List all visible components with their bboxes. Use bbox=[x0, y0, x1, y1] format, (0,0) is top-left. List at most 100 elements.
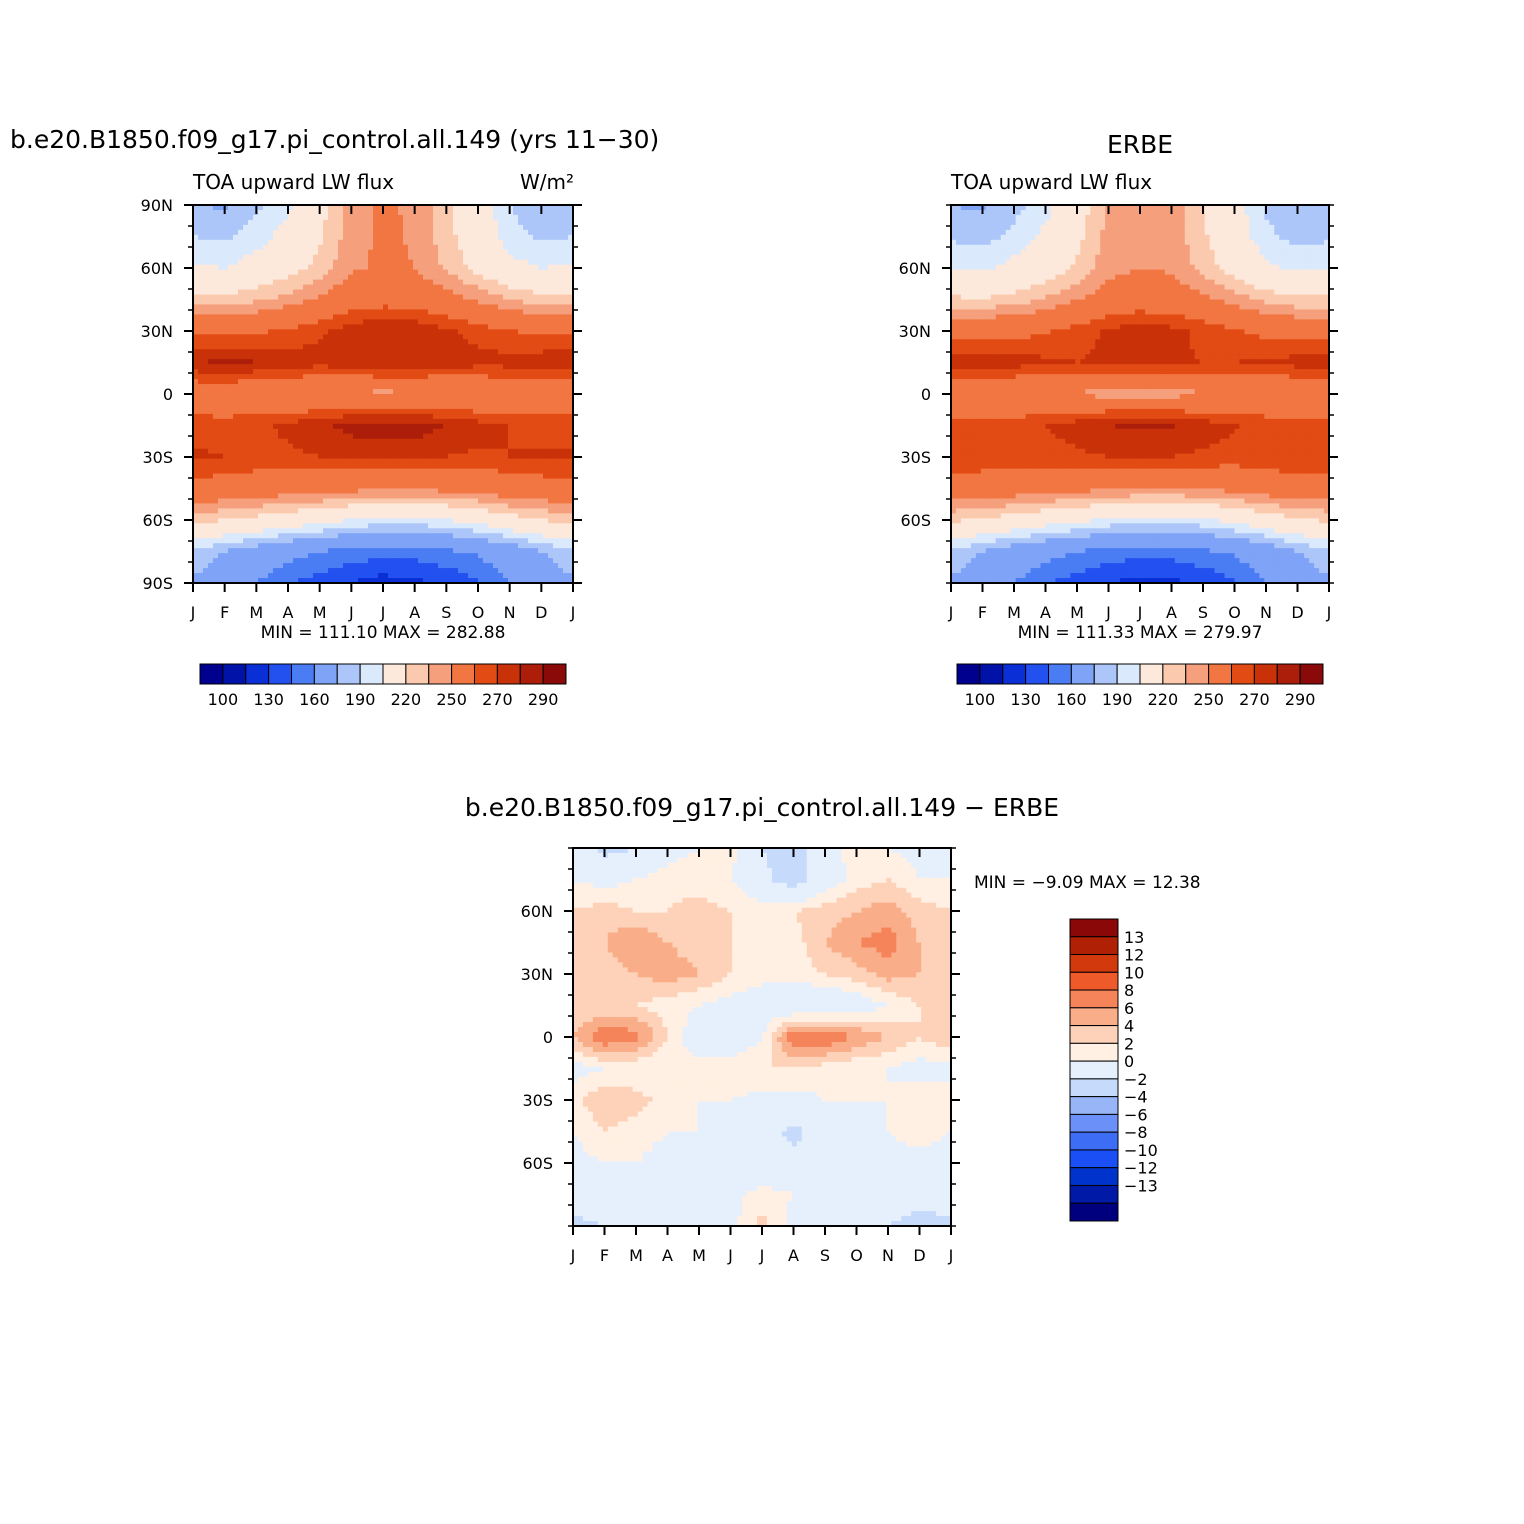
field-cell bbox=[288, 434, 294, 440]
field-cell bbox=[473, 464, 479, 470]
field-cell bbox=[368, 518, 374, 524]
field-cell bbox=[468, 394, 474, 400]
field-cell bbox=[368, 449, 374, 455]
field-cell bbox=[473, 523, 479, 529]
field-cell bbox=[418, 290, 424, 296]
field-cell bbox=[373, 240, 379, 246]
field-cell bbox=[318, 508, 324, 514]
field-cell bbox=[458, 359, 464, 365]
field-cell bbox=[368, 394, 374, 400]
field-cell bbox=[318, 300, 324, 306]
field-cell bbox=[278, 414, 284, 420]
field-cell bbox=[263, 324, 269, 330]
field-cell bbox=[458, 285, 464, 291]
field-cell bbox=[268, 389, 274, 395]
field-cell bbox=[293, 210, 299, 216]
field-cell bbox=[463, 265, 469, 271]
field-cell bbox=[318, 225, 324, 231]
field-cell bbox=[468, 434, 474, 440]
field-cell bbox=[398, 489, 404, 495]
field-cell bbox=[523, 439, 529, 445]
field-cell bbox=[318, 344, 324, 350]
field-cell bbox=[498, 513, 504, 519]
field-cell bbox=[263, 220, 269, 226]
field-cell bbox=[548, 295, 554, 301]
field-cell bbox=[418, 449, 424, 455]
field-cell bbox=[278, 255, 284, 261]
field-cell bbox=[293, 265, 299, 271]
field-cell bbox=[558, 429, 564, 435]
field-cell bbox=[543, 240, 549, 246]
field-cell bbox=[538, 508, 544, 514]
field-cell bbox=[483, 359, 489, 365]
field-cell bbox=[478, 419, 484, 425]
field-cell bbox=[253, 280, 259, 286]
field-cell bbox=[418, 493, 424, 499]
field-cell bbox=[413, 479, 419, 485]
field-cell bbox=[398, 260, 404, 266]
field-cell bbox=[218, 354, 224, 360]
field-cell bbox=[493, 493, 499, 499]
field-cell bbox=[383, 270, 389, 276]
field-cell bbox=[313, 349, 319, 355]
field-cell bbox=[478, 449, 484, 455]
field-cell bbox=[523, 454, 529, 460]
field-cell bbox=[488, 404, 494, 410]
field-cell bbox=[373, 220, 379, 226]
field-cell bbox=[513, 414, 519, 420]
field-cell bbox=[548, 210, 554, 216]
field-cell bbox=[313, 384, 319, 390]
field-cell bbox=[428, 210, 434, 216]
field-cell bbox=[233, 270, 239, 276]
field-cell bbox=[543, 314, 549, 320]
field-cell bbox=[433, 513, 439, 519]
field-cell bbox=[443, 235, 449, 241]
field-cell bbox=[258, 245, 264, 251]
field-cell bbox=[423, 404, 429, 410]
field-cell bbox=[228, 215, 234, 221]
field-cell bbox=[288, 513, 294, 519]
field-cell bbox=[303, 314, 309, 320]
field-cell bbox=[503, 265, 509, 271]
field-cell bbox=[358, 324, 364, 330]
field-cell bbox=[403, 449, 409, 455]
field-cell bbox=[398, 384, 404, 390]
field-cell bbox=[223, 240, 229, 246]
field-cell bbox=[378, 334, 384, 340]
field-cell bbox=[358, 225, 364, 231]
field-cell bbox=[313, 304, 319, 310]
field-cell bbox=[398, 324, 404, 330]
field-cell bbox=[403, 275, 409, 281]
field-cell bbox=[323, 285, 329, 291]
field-cell bbox=[523, 354, 529, 360]
field-cell bbox=[303, 493, 309, 499]
field-cell bbox=[268, 434, 274, 440]
field-cell bbox=[483, 429, 489, 435]
field-cell bbox=[493, 339, 499, 345]
field-cell bbox=[353, 324, 359, 330]
field-cell bbox=[558, 379, 564, 385]
field-cell bbox=[493, 439, 499, 445]
field-cell bbox=[238, 389, 244, 395]
field-cell bbox=[453, 464, 459, 470]
field-cell bbox=[468, 210, 474, 216]
field-cell bbox=[223, 300, 229, 306]
field-cell bbox=[348, 295, 354, 301]
field-cell bbox=[233, 290, 239, 296]
field-cell bbox=[308, 469, 314, 475]
field-cell bbox=[498, 295, 504, 301]
field-cell bbox=[278, 374, 284, 380]
field-cell bbox=[508, 260, 514, 266]
field-cell bbox=[388, 528, 394, 534]
field-cell bbox=[293, 334, 299, 340]
field-cell bbox=[308, 399, 314, 405]
field-cell bbox=[463, 344, 469, 350]
field-cell bbox=[443, 295, 449, 301]
field-cell bbox=[388, 394, 394, 400]
field-cell bbox=[433, 498, 439, 504]
field-cell bbox=[388, 459, 394, 465]
field-cell bbox=[258, 265, 264, 271]
field-cell bbox=[543, 484, 549, 490]
field-cell bbox=[508, 230, 514, 236]
field-cell bbox=[233, 230, 239, 236]
